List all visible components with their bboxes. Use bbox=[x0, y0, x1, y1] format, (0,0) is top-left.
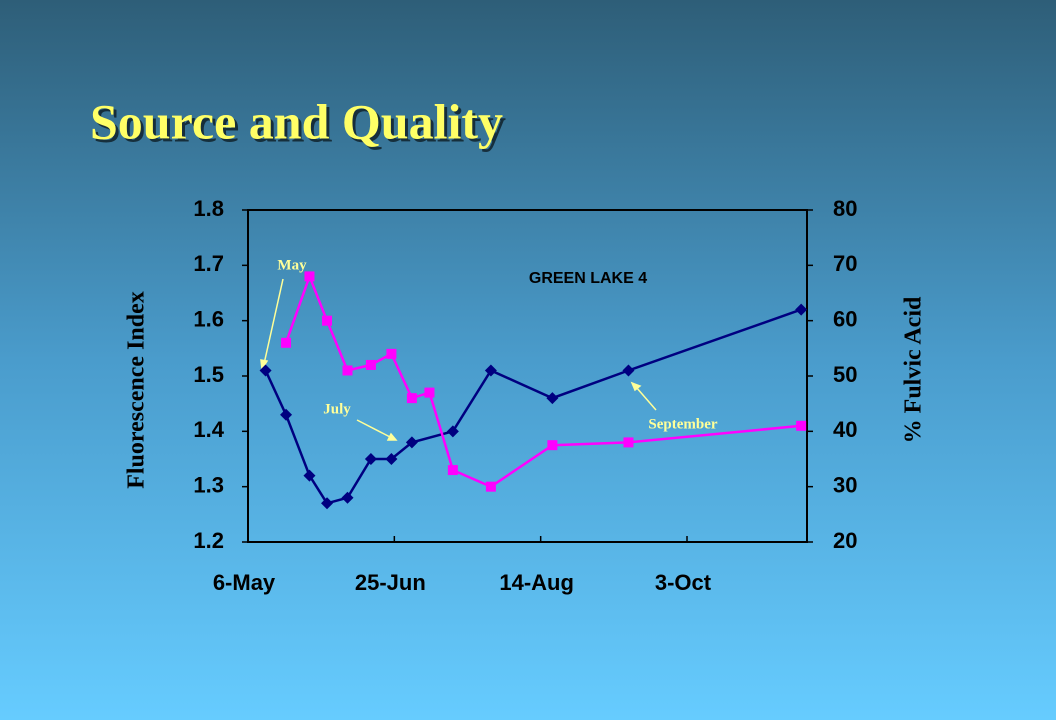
x-tick-label: 25-Jun bbox=[355, 570, 426, 595]
y-tick-label: 1.4 bbox=[193, 417, 224, 442]
y2-axis-label: % Fulvic Acid bbox=[901, 296, 927, 443]
marker bbox=[304, 271, 315, 282]
y-tick-label: 1.5 bbox=[193, 362, 224, 387]
marker bbox=[623, 437, 634, 448]
x-tick-label: 14-Aug bbox=[499, 570, 574, 595]
marker bbox=[364, 453, 377, 465]
marker bbox=[303, 469, 316, 482]
y2-tick-label: 20 bbox=[833, 528, 857, 553]
marker bbox=[447, 465, 458, 476]
marker bbox=[796, 420, 807, 431]
marker bbox=[341, 491, 354, 504]
y2-tick-label: 40 bbox=[833, 417, 857, 442]
arrow bbox=[635, 386, 657, 411]
marker bbox=[280, 408, 293, 421]
y-tick-label: 1.6 bbox=[193, 306, 224, 331]
marker bbox=[485, 481, 496, 492]
y-tick-label: 1.2 bbox=[193, 528, 224, 553]
arrow bbox=[356, 419, 393, 439]
arrow-head bbox=[260, 359, 269, 372]
marker bbox=[365, 359, 376, 370]
annotation: July bbox=[323, 401, 351, 417]
y-tick-label: 1.7 bbox=[193, 251, 224, 276]
annotation: September bbox=[648, 416, 717, 432]
marker bbox=[322, 315, 333, 326]
marker bbox=[385, 453, 398, 465]
marker bbox=[405, 436, 418, 449]
marker bbox=[795, 303, 808, 316]
marker bbox=[424, 387, 435, 398]
marker bbox=[386, 348, 397, 359]
marker bbox=[622, 364, 635, 377]
y-axis-label: Fluorescence Index bbox=[124, 291, 150, 489]
y2-tick-label: 50 bbox=[833, 362, 857, 387]
marker bbox=[342, 365, 353, 376]
arrow-head bbox=[630, 381, 642, 392]
marker bbox=[406, 393, 417, 404]
marker bbox=[281, 337, 292, 348]
marker bbox=[446, 425, 459, 438]
y2-tick-label: 60 bbox=[833, 306, 857, 331]
y2-tick-label: 70 bbox=[833, 251, 857, 276]
marker bbox=[547, 440, 558, 451]
y-tick-label: 1.8 bbox=[193, 196, 224, 221]
title-shadow: Source and Quality bbox=[93, 96, 506, 152]
marker bbox=[321, 497, 334, 510]
y2-tick-label: 30 bbox=[833, 472, 857, 497]
slide-title: Source and Quality bbox=[90, 93, 503, 149]
y-tick-label: 1.3 bbox=[193, 472, 224, 497]
x-tick-label: 6-May bbox=[213, 570, 276, 595]
x-tick-label: 3-Oct bbox=[655, 570, 712, 595]
arrow-head bbox=[386, 432, 398, 441]
y2-tick-label: 80 bbox=[833, 196, 857, 221]
marker bbox=[259, 364, 272, 377]
chart-subtitle: GREEN LAKE 4 bbox=[529, 270, 647, 287]
annotation: May bbox=[277, 257, 307, 273]
marker bbox=[546, 392, 559, 405]
annotation-arrows bbox=[260, 278, 657, 441]
marker bbox=[484, 364, 497, 377]
arrow bbox=[263, 278, 284, 365]
